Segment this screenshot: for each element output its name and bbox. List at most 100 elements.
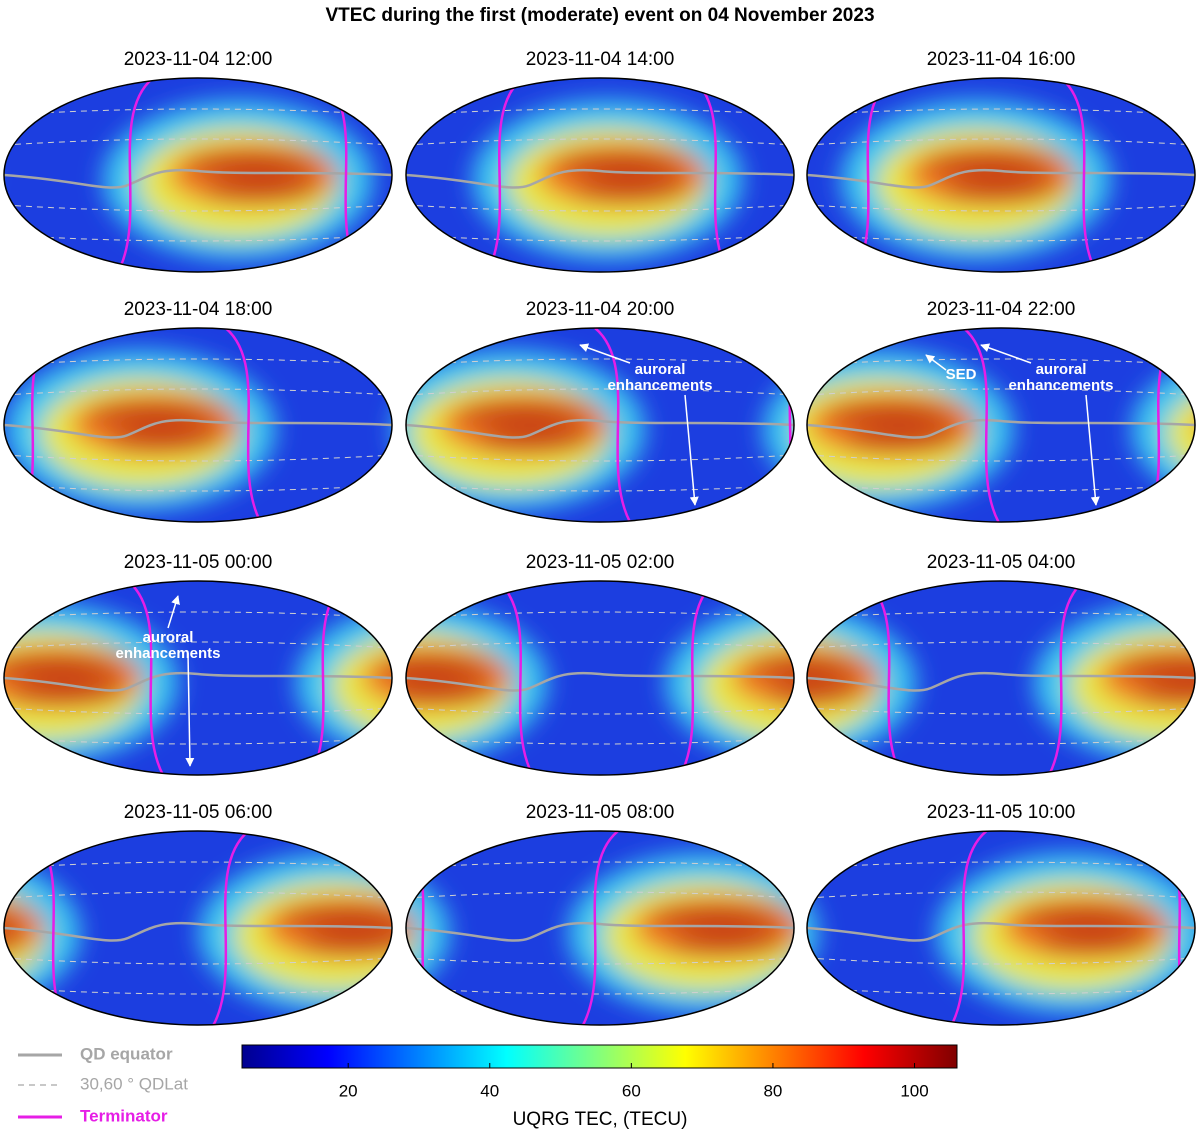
annotation-arrow — [684, 394, 699, 506]
map-panel: 2023-11-04 18:00 — [3, 299, 393, 523]
terminator — [486, 78, 524, 272]
tec-peak — [572, 180, 693, 198]
map-outline — [405, 327, 795, 523]
map-body — [807, 581, 1195, 775]
panel-title: 2023-11-05 08:00 — [526, 802, 675, 823]
map-outline — [3, 327, 393, 523]
annotation-arrow — [1085, 394, 1100, 506]
legend-label: Terminator — [80, 1106, 168, 1125]
panel-title: 2023-11-05 04:00 — [927, 552, 1076, 573]
map-body — [406, 78, 794, 272]
tec-field — [103, 100, 373, 260]
terminator — [224, 328, 262, 522]
terminator — [1047, 581, 1085, 775]
qd-equator — [406, 921, 794, 942]
map-outline — [405, 830, 795, 1026]
tec-peak — [203, 180, 323, 198]
terminator — [950, 831, 988, 1025]
terminator — [1060, 78, 1098, 272]
annotation: enhancements — [607, 377, 712, 394]
legend-label: 30,60 ° QDLat — [80, 1074, 188, 1093]
map-panel: 2023-11-05 08:00 — [405, 802, 795, 1026]
terminator — [679, 581, 717, 775]
tec-field — [807, 603, 1195, 763]
map-panel: 2023-11-04 12:00 — [3, 49, 393, 273]
qd-equator — [406, 418, 794, 439]
map-body — [406, 831, 794, 1025]
map-body — [4, 581, 392, 775]
panel-title: 2023-11-04 22:00 — [927, 299, 1076, 320]
annotation: auroral — [143, 629, 194, 646]
tec-peak — [807, 683, 866, 701]
map-body — [807, 831, 1195, 1025]
annotation: enhancements — [1008, 377, 1113, 394]
terminator — [962, 328, 1000, 522]
panel-title: 2023-11-05 06:00 — [124, 802, 273, 823]
legend-label: QD equator — [80, 1044, 173, 1063]
terminator — [116, 78, 154, 272]
map-body — [4, 78, 392, 272]
annotation: SED — [946, 366, 977, 383]
map-body — [406, 581, 794, 775]
map-body — [4, 328, 392, 522]
annotation: enhancements — [115, 645, 220, 662]
map-panel: 2023-11-05 10:00 — [806, 802, 1196, 1026]
colorbar-tick-label: 80 — [763, 1081, 782, 1100]
figure-title: VTEC during the first (moderate) event o… — [325, 5, 874, 26]
tec-peak — [1114, 657, 1195, 675]
qd-equator — [4, 921, 392, 942]
tec-peak — [298, 933, 392, 951]
panel-title: 2023-11-05 00:00 — [124, 552, 273, 573]
terminator — [496, 581, 534, 775]
qd-equator — [807, 921, 1195, 942]
map-outline — [806, 327, 1196, 523]
tec-peak — [807, 657, 866, 675]
terminator — [581, 831, 619, 1025]
qd-equator — [807, 168, 1195, 189]
map-outline — [3, 77, 393, 273]
annotation-arrow — [167, 595, 180, 629]
tec-peak — [85, 404, 226, 422]
panel-title: 2023-11-05 10:00 — [927, 802, 1076, 823]
tec-peak — [823, 404, 964, 422]
tec-peak — [843, 430, 964, 448]
legend: QD equator 30,60 ° QDLat Terminator — [18, 1044, 188, 1125]
panel-title: 2023-11-04 20:00 — [526, 299, 675, 320]
qd-equator — [4, 168, 392, 189]
map-outline — [405, 580, 795, 776]
panel-title: 2023-11-05 02:00 — [526, 552, 675, 573]
map-outline — [3, 830, 393, 1026]
annotation: auroral — [635, 361, 686, 378]
panel-title: 2023-11-04 14:00 — [526, 49, 675, 70]
map-panel: 2023-11-04 14:00 — [405, 49, 795, 273]
qd-equator — [4, 418, 392, 439]
annotation-arrow — [185, 652, 195, 767]
tec-peak — [406, 657, 498, 675]
tec-peak — [941, 180, 1061, 198]
map-body — [807, 78, 1195, 272]
map-outline — [806, 77, 1196, 273]
colorbar-label: UQRG TEC, (TECU) — [513, 1109, 688, 1130]
annotation-arrow — [579, 343, 631, 364]
panel-title: 2023-11-04 12:00 — [124, 49, 273, 70]
map-outline — [3, 580, 393, 776]
tec-peak — [4, 657, 128, 675]
tec-peak — [1016, 907, 1157, 925]
annotation: auroral — [1036, 361, 1087, 378]
panels: 2023-11-04 12:00 2023-11-04 14:00 2023-11-… — [3, 49, 1200, 1026]
map-outline — [806, 830, 1196, 1026]
terminator — [127, 581, 165, 775]
qd-equator — [807, 418, 1195, 439]
tec-peak — [183, 154, 323, 172]
panel-title: 2023-11-04 18:00 — [124, 299, 273, 320]
map-outline — [405, 77, 795, 273]
colorbar-scale — [241, 1044, 958, 1069]
tec-peak — [278, 907, 392, 925]
annotation-arrow — [925, 354, 947, 371]
tec-high — [1197, 393, 1200, 457]
colorbar-tick-label: 60 — [622, 1081, 641, 1100]
map-panel: 2023-11-04 16:00 — [806, 49, 1196, 273]
terminator — [594, 328, 632, 522]
annotation-arrow — [980, 343, 1032, 364]
